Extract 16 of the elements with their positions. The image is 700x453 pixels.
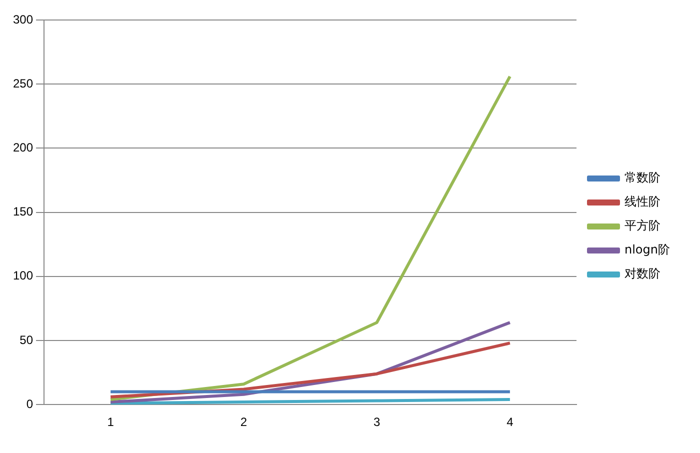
legend-label: 线性阶 [624,194,660,209]
y-tick-label: 0 [26,396,34,411]
x-tick-label: 4 [506,415,514,430]
y-tick-label: 100 [12,268,34,283]
legend-label: nlogn阶 [624,242,670,257]
y-tick-label: 50 [20,332,34,347]
y-tick-label: 150 [12,204,34,219]
x-tick-label: 3 [373,415,380,430]
y-tick-label: 300 [12,12,34,26]
legend-label: 对数阶 [624,266,660,281]
legend-label: 平方阶 [624,218,660,233]
legend-label: 常数阶 [624,170,660,185]
x-tick-label: 2 [240,415,248,430]
y-tick-label: 200 [12,140,34,155]
x-tick-label: 1 [107,415,114,430]
y-tick-label: 250 [12,76,34,90]
